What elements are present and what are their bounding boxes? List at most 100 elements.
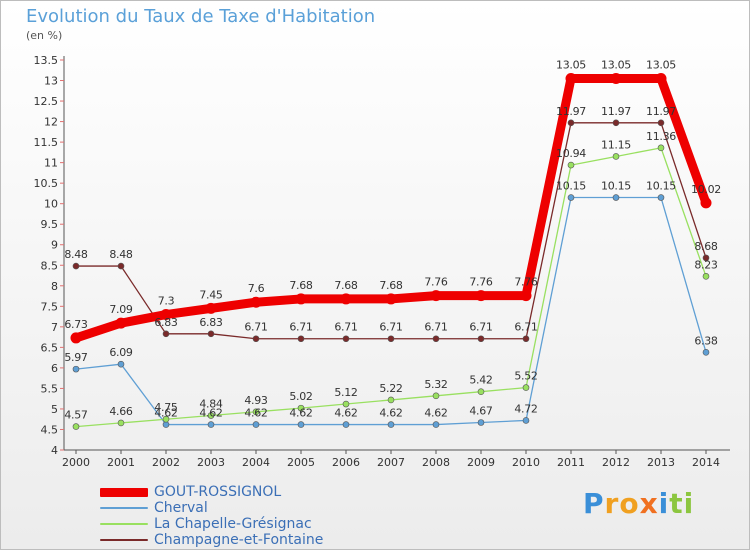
series-point-0 [160,309,172,321]
logo-letter: i [658,487,670,520]
data-label: 6.38 [694,334,718,347]
legend-item: GOUT-ROSSIGNOL [100,484,323,500]
x-tick-label: 2012 [602,456,630,469]
data-label: 10.94 [556,147,586,160]
data-label: 7.6 [248,282,265,295]
series-point-2 [162,415,170,423]
series-point-0 [250,296,262,308]
data-label: 6.73 [64,318,88,331]
legend-swatch [100,507,148,509]
series-point-2 [297,404,305,412]
legend-label: La Chapelle-Grésignac [154,516,312,532]
data-label: 5.22 [379,382,402,395]
series-point-1 [567,194,575,201]
data-label: 8.23 [694,258,718,271]
legend-label: GOUT-ROSSIGNOL [154,484,282,500]
data-label: 7.76 [469,276,493,289]
proxiti-logo: Proxiti [583,487,694,520]
y-tick-label: 7 [51,321,58,334]
series-point-2 [207,412,215,419]
data-label: 10.15 [556,180,586,193]
y-tick-label: 12.5 [34,95,59,108]
series-point-3 [702,254,710,262]
y-tick-label: 8.5 [41,259,59,272]
y-tick-label: 12 [44,116,58,129]
y-tick-label: 5 [51,403,58,416]
data-label: 6.09 [109,346,133,359]
series-point-2 [117,419,125,427]
data-label: 6.71 [514,321,537,334]
legend-swatch [100,487,148,497]
data-label: 5.42 [469,374,492,387]
series-point-0 [340,293,352,305]
data-label: 6.71 [334,321,357,334]
series-point-1 [432,421,440,428]
data-label: 8.48 [64,248,88,261]
data-label: 4.67 [469,404,493,417]
x-tick-label: 2004 [242,456,270,469]
legend-label: Cherval [154,500,208,516]
series-point-3 [387,335,395,343]
data-label: 5.52 [514,370,537,383]
data-label: 7.76 [514,276,538,289]
legend: GOUT-ROSSIGNOL Cherval La Chapelle-Grésign… [100,484,323,548]
x-tick-label: 2010 [512,456,540,469]
y-tick-label: 4.5 [41,423,59,436]
series-point-3 [477,335,485,343]
series-point-1 [387,421,395,428]
x-tick-label: 2009 [467,456,495,469]
x-tick-label: 2002 [152,456,180,469]
data-label: 4.62 [199,407,222,420]
series-point-1 [657,194,665,201]
series-point-1 [252,421,260,428]
series-point-3 [297,335,305,343]
legend-item: Champagne-et-Fontaine [100,532,323,548]
series-point-1 [207,421,215,428]
series-point-0 [385,293,397,305]
x-tick-label: 2014 [692,456,720,469]
data-label: 10.02 [691,183,721,196]
data-label: 7.45 [199,288,223,301]
series-point-2 [657,144,665,152]
series-point-1 [342,421,350,428]
series-point-3 [252,335,260,343]
series-point-2 [612,153,620,160]
series-point-3 [72,262,80,270]
series-point-0 [115,317,127,329]
data-label: 5.02 [289,390,312,403]
data-label: 4.93 [244,394,268,407]
legend-item: Cherval [100,500,323,516]
y-tick-label: 8 [51,280,58,293]
series-point-2 [522,384,530,391]
legend-label: Champagne-et-Fontaine [154,532,324,548]
series-point-0 [565,72,577,84]
x-tick-label: 2005 [287,456,315,469]
logo-letter: r [604,487,620,520]
series-point-0 [655,72,667,84]
series-point-3 [162,330,170,338]
data-label: 6.71 [244,321,267,334]
series-point-2 [567,161,575,169]
data-label: 11.97 [601,105,631,118]
data-label: 7.68 [289,279,313,292]
x-tick-label: 2003 [197,456,225,469]
logo-letter: x [639,487,659,520]
x-tick-label: 2007 [377,456,405,469]
data-label: 11.36 [646,130,676,143]
y-tick-label: 11.5 [34,136,59,149]
x-tick-label: 2011 [557,456,585,469]
data-label: 13.05 [601,58,631,71]
data-label: 10.15 [601,180,631,193]
y-tick-label: 10 [44,198,58,211]
series-point-0 [295,293,307,305]
data-label: 7.3 [158,295,175,308]
chart-title: Evolution du Taux de Taxe d'Habitation [26,6,376,27]
series-point-1 [477,419,485,426]
data-label: 4.57 [64,409,88,422]
y-tick-label: 11 [44,157,58,170]
data-label: 7.76 [424,276,448,289]
data-label: 13.05 [646,58,676,71]
data-label: 11.97 [556,105,586,118]
